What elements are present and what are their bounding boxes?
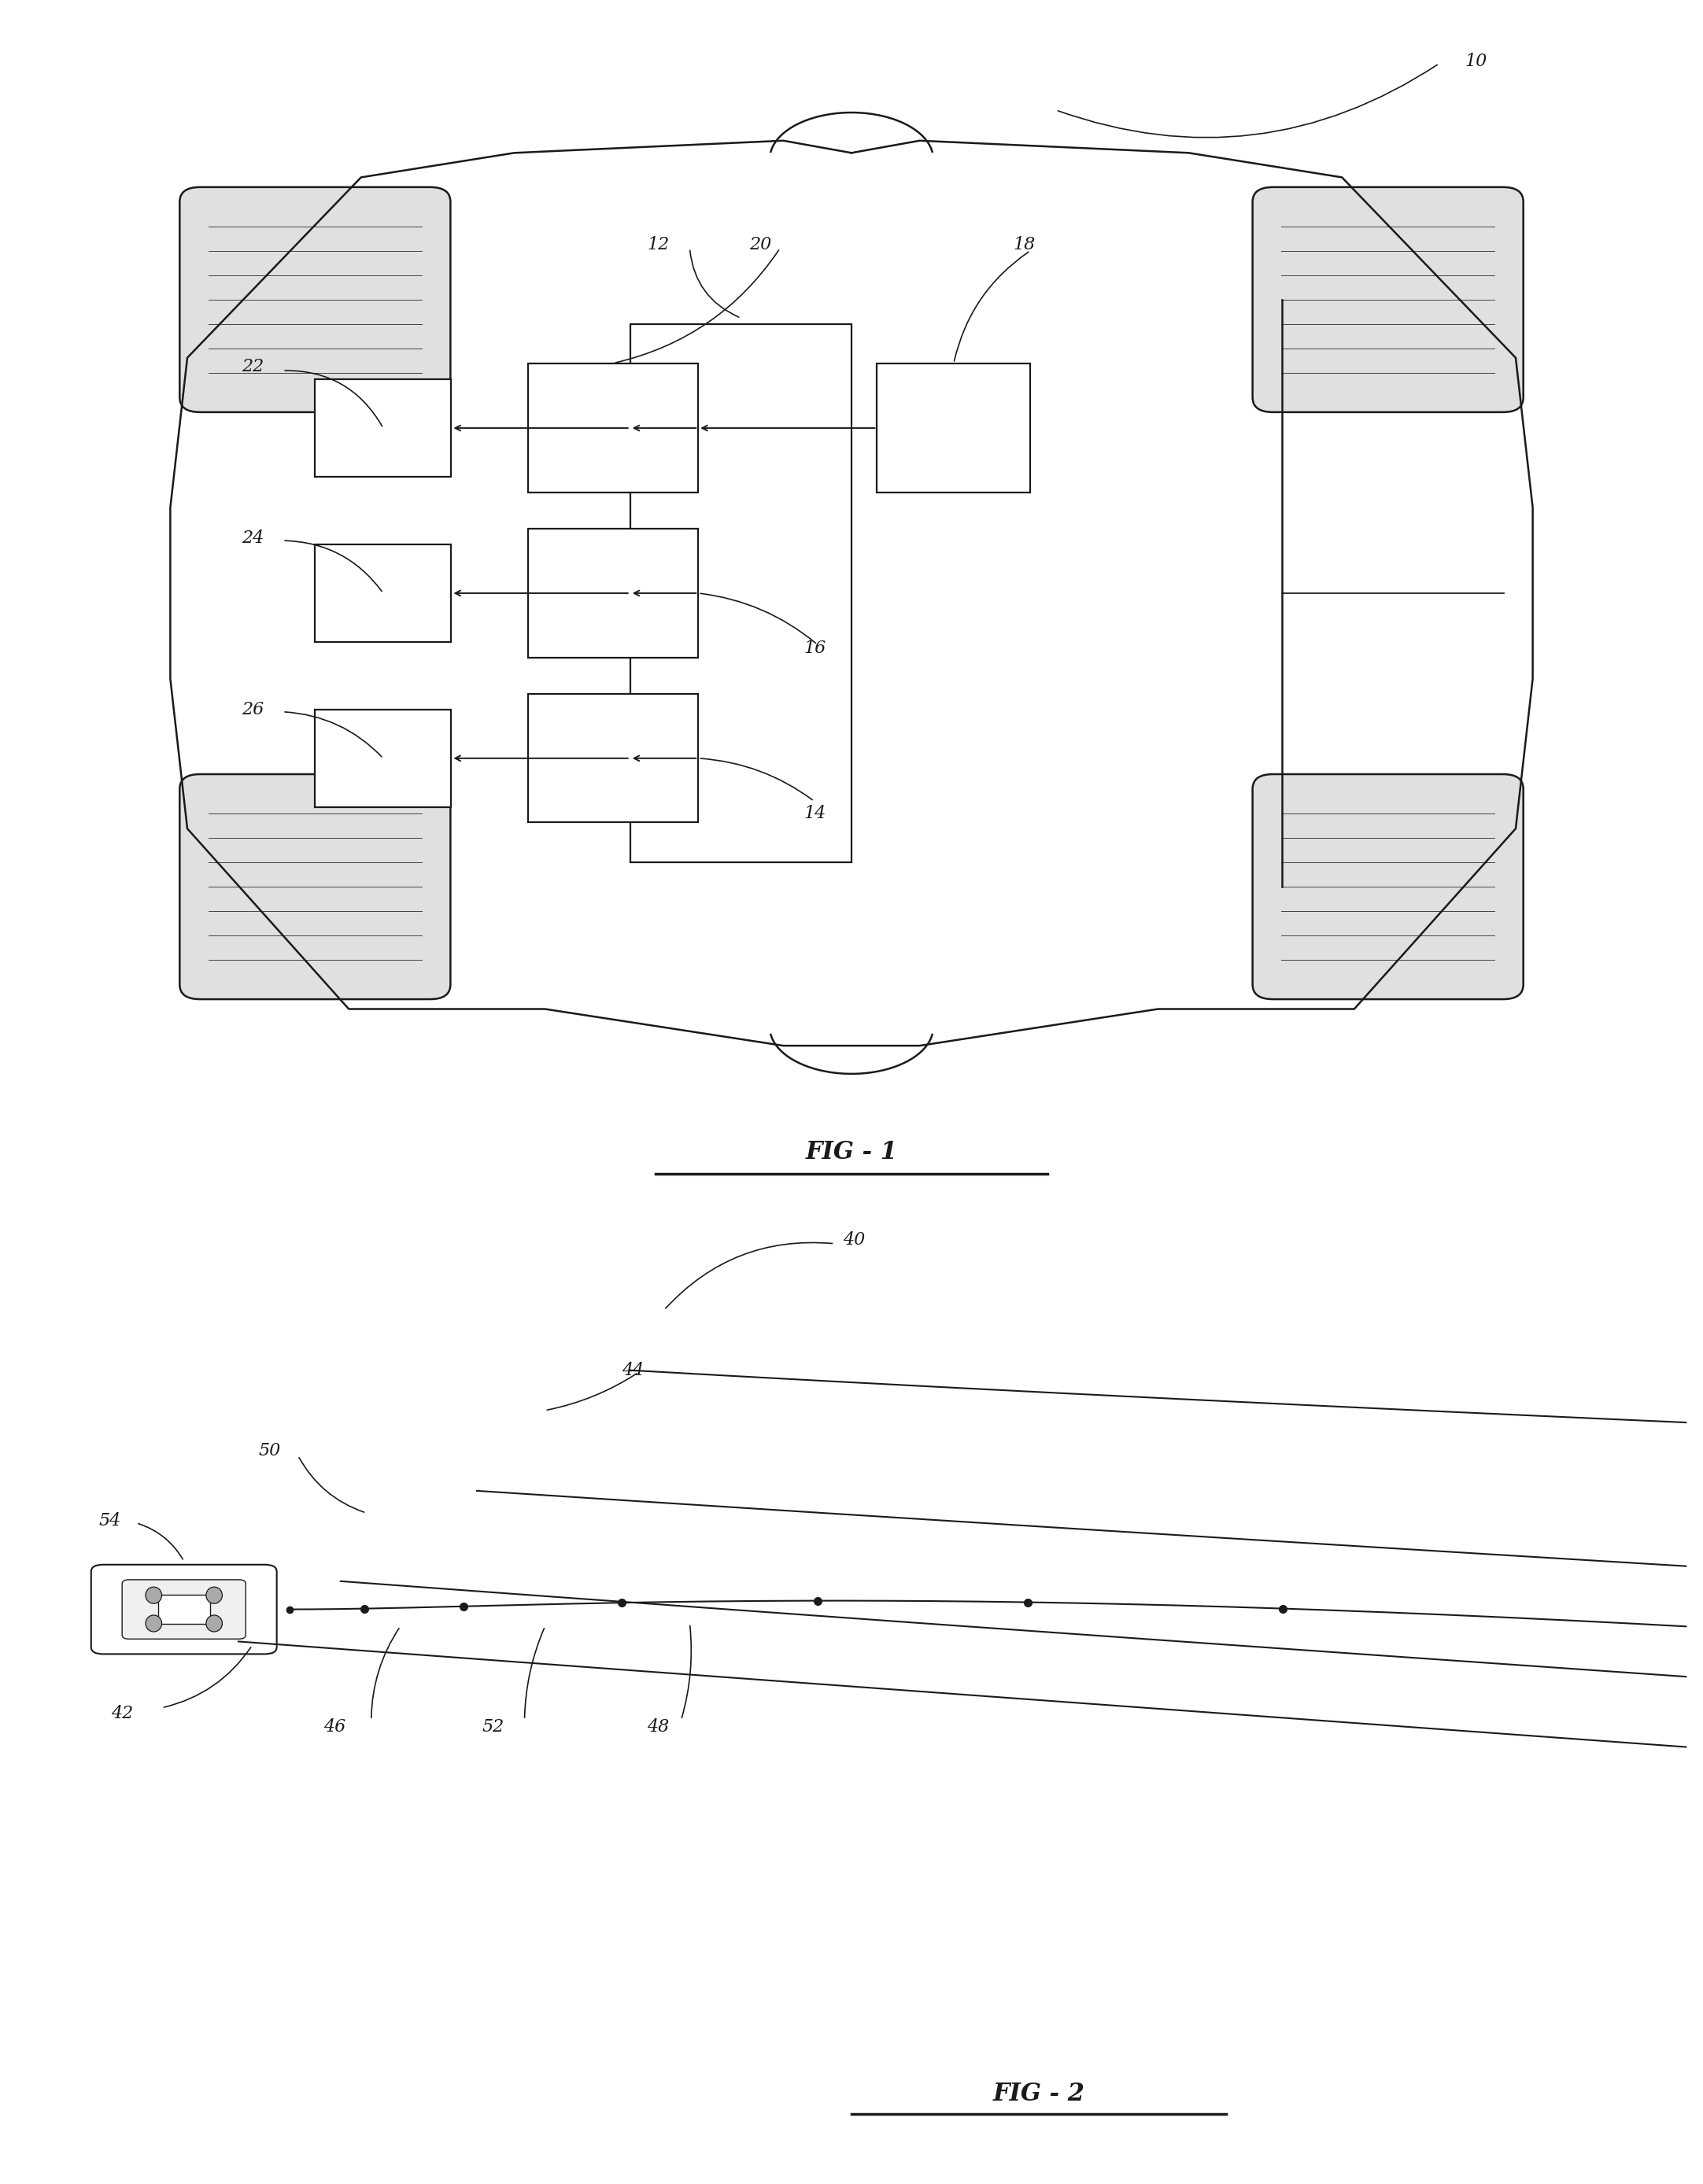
- Text: 22: 22: [242, 358, 264, 376]
- FancyBboxPatch shape: [181, 773, 450, 1000]
- FancyBboxPatch shape: [1252, 188, 1522, 413]
- FancyBboxPatch shape: [123, 1579, 245, 1638]
- FancyBboxPatch shape: [315, 380, 451, 476]
- Text: 48: 48: [647, 1719, 669, 1736]
- FancyBboxPatch shape: [1252, 773, 1522, 1000]
- FancyBboxPatch shape: [877, 365, 1030, 491]
- Text: 50: 50: [259, 1441, 281, 1459]
- Text: 24: 24: [242, 529, 264, 546]
- Text: 42: 42: [111, 1706, 133, 1723]
- Text: 18: 18: [1013, 236, 1035, 253]
- Text: 20: 20: [749, 236, 771, 253]
- FancyBboxPatch shape: [528, 529, 698, 657]
- Text: 10: 10: [1465, 52, 1487, 70]
- Text: 26: 26: [242, 701, 264, 719]
- Ellipse shape: [206, 1616, 223, 1631]
- Text: 52: 52: [482, 1719, 504, 1736]
- FancyBboxPatch shape: [315, 710, 451, 808]
- Text: 14: 14: [804, 804, 826, 821]
- FancyBboxPatch shape: [92, 1564, 276, 1653]
- Ellipse shape: [145, 1588, 162, 1603]
- FancyBboxPatch shape: [158, 1594, 209, 1623]
- Text: 54: 54: [99, 1511, 121, 1529]
- FancyBboxPatch shape: [630, 323, 852, 863]
- Text: 16: 16: [804, 640, 826, 657]
- FancyBboxPatch shape: [528, 695, 698, 823]
- Text: FIG - 2: FIG - 2: [993, 2081, 1085, 2105]
- FancyBboxPatch shape: [181, 188, 450, 413]
- Ellipse shape: [145, 1616, 162, 1631]
- Text: 12: 12: [647, 236, 669, 253]
- Text: 40: 40: [843, 1232, 865, 1249]
- Text: 44: 44: [622, 1361, 644, 1378]
- Text: FIG - 1: FIG - 1: [806, 1140, 897, 1164]
- Text: 46: 46: [324, 1719, 346, 1736]
- FancyBboxPatch shape: [315, 544, 451, 642]
- Ellipse shape: [206, 1588, 223, 1603]
- FancyBboxPatch shape: [528, 365, 698, 491]
